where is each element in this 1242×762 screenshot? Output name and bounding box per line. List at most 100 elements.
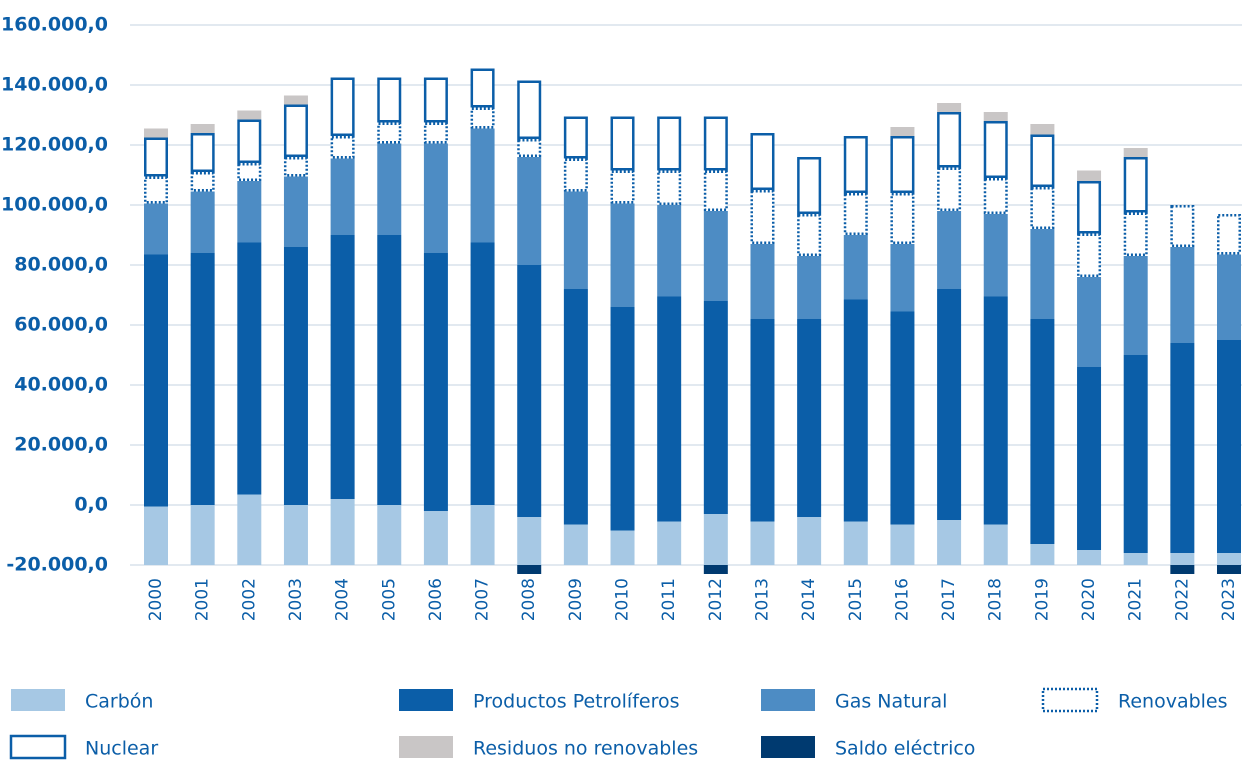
bar-segment: [1077, 277, 1102, 367]
x-tick-label: 2015: [846, 578, 866, 621]
bar-segment: [1217, 340, 1241, 553]
bar-segment: [843, 193, 868, 235]
x-tick-label: 2009: [566, 578, 586, 621]
bar-segment: [750, 521, 775, 565]
bar-segment: [190, 133, 215, 172]
bar-segment: [1077, 550, 1102, 565]
x-tick-label: 2000: [146, 578, 166, 621]
bar-segment: [890, 524, 915, 565]
bar-segment: [890, 127, 915, 136]
bar-segment: [330, 499, 355, 565]
bar-segment: [1217, 254, 1241, 340]
bar-segment: [1123, 148, 1148, 157]
bar-segment: [610, 116, 635, 171]
bar-segment: [563, 524, 588, 565]
bar-segment: [843, 235, 868, 300]
bar-segment: [983, 214, 1008, 297]
bar-segment: [937, 112, 962, 168]
y-tick-label: 40.000,0: [14, 374, 108, 396]
bar-segment: [563, 191, 588, 289]
bar-segment: [890, 311, 915, 525]
x-tick-label: 2023: [1219, 578, 1239, 621]
y-tick-label: 20.000,0: [14, 434, 108, 456]
bar-segment: [657, 116, 682, 171]
x-tick-label: 2010: [613, 578, 633, 621]
bar-segment: [797, 256, 822, 319]
bar-segment: [1077, 233, 1102, 277]
x-tick-label: 2018: [986, 578, 1006, 621]
legend-swatch: [1041, 687, 1099, 713]
y-tick-label: 100.000,0: [1, 194, 108, 216]
bar-segment: [1030, 229, 1055, 319]
legend-swatch: [9, 734, 67, 760]
bar-segment: [144, 128, 168, 138]
bar-segment: [190, 172, 215, 192]
bar-segment: [563, 116, 588, 159]
bar-segment: [657, 205, 682, 297]
bar-segment: [470, 505, 495, 565]
bar-segment: [283, 505, 308, 565]
legend-label: Nuclear: [85, 738, 158, 760]
y-tick-label: 160.000,0: [1, 14, 108, 36]
x-tick-label: 2021: [1126, 578, 1146, 621]
bar-segment: [237, 119, 262, 163]
bar-segment: [937, 167, 962, 211]
bar-segment: [470, 68, 495, 108]
bar-segment: [517, 565, 542, 574]
legend-swatch: [761, 689, 815, 711]
bar-segment: [423, 143, 448, 253]
bar-segment: [190, 505, 215, 565]
x-tick-label: 2007: [473, 578, 493, 621]
bar-segment: [330, 158, 355, 235]
bar-segment: [983, 121, 1008, 178]
bar-segment: [750, 319, 775, 522]
bar-segment: [144, 137, 168, 177]
bar-segment: [890, 136, 915, 193]
bar-segment: [703, 514, 728, 565]
bar-segment: [703, 211, 728, 301]
bar-segment: [983, 524, 1008, 565]
y-tick-label: 120.000,0: [1, 134, 108, 156]
bar-segment: [890, 244, 915, 312]
x-tick-label: 2008: [519, 578, 539, 621]
bar-segment: [843, 521, 868, 565]
bar-segment: [517, 80, 542, 139]
bar-segment: [657, 170, 682, 205]
bar-segment: [517, 517, 542, 565]
bar-segment: [657, 296, 682, 522]
bar-segment: [423, 253, 448, 511]
bar-segment: [423, 122, 448, 144]
bar-segment: [1030, 544, 1055, 565]
bar-segment: [983, 296, 1008, 525]
bar-segment: [237, 494, 262, 565]
bar-segment: [610, 530, 635, 565]
legend-label: Saldo eléctrico: [835, 738, 975, 760]
legend-swatch: [11, 689, 65, 711]
bar-segment: [1123, 355, 1148, 553]
bar-segment: [470, 128, 495, 243]
x-tick-label: 2012: [706, 578, 726, 621]
x-tick-label: 2020: [1079, 578, 1099, 621]
bar-segment: [377, 143, 402, 235]
y-tick-label: 0,0: [74, 494, 108, 516]
bar-segment: [144, 254, 168, 507]
bar-segment: [377, 122, 402, 144]
bar-segment: [1030, 124, 1055, 135]
bar-segment: [703, 565, 728, 574]
y-tick-label: 140.000,0: [1, 74, 108, 96]
bar-segment: [517, 157, 542, 265]
bar-segment: [1123, 256, 1148, 355]
bar-segment: [937, 520, 962, 565]
bar-segment: [237, 163, 262, 181]
y-tick-label: 80.000,0: [14, 254, 108, 276]
bar-segment: [377, 77, 402, 123]
x-tick-label: 2003: [286, 578, 306, 621]
x-tick-label: 2016: [892, 578, 912, 621]
bar-segment: [423, 77, 448, 123]
bar-segment: [283, 176, 308, 247]
bar-segment: [797, 517, 822, 565]
bar-segment: [1217, 565, 1241, 574]
bar-segment: [657, 521, 682, 565]
y-tick-label: 60.000,0: [14, 314, 108, 336]
